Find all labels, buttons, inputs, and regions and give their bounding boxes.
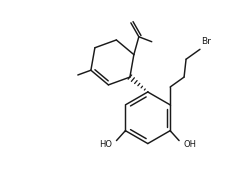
Text: Br: Br xyxy=(201,37,211,46)
Text: OH: OH xyxy=(183,140,196,149)
Text: HO: HO xyxy=(99,140,112,149)
